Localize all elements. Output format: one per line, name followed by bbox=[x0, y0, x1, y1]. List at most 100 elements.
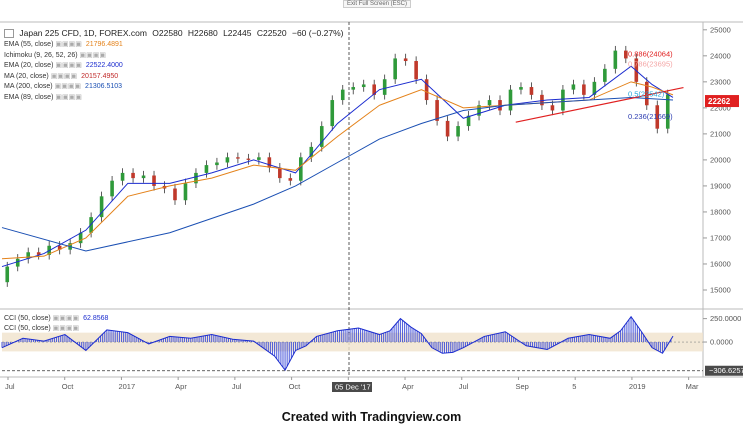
price-candle bbox=[57, 245, 62, 250]
date-tick-label: Mar bbox=[686, 382, 699, 391]
price-candle bbox=[288, 178, 293, 181]
date-tick-label: Sep bbox=[515, 382, 528, 391]
price-candle bbox=[477, 105, 481, 116]
legend-row[interactable]: MA (200, close) ▣▣▣▣ 21306.5103 bbox=[4, 82, 122, 90]
low-value: L22445 bbox=[223, 28, 252, 38]
price-tick-label: 23000 bbox=[710, 77, 731, 86]
date-tick-label: 5 bbox=[572, 382, 576, 391]
price-candle bbox=[487, 100, 492, 106]
price-candle bbox=[120, 172, 125, 181]
legend-label: MA (20, close) bbox=[4, 72, 49, 80]
cci-tag-label: −306.6257 bbox=[709, 366, 743, 375]
legend-value: 22522.4000 bbox=[85, 62, 123, 69]
legend-row[interactable]: MA (20, close) ▣▣▣▣ 20157.4950 bbox=[4, 72, 118, 80]
price-candle bbox=[372, 84, 376, 95]
price-candle bbox=[246, 158, 251, 160]
price-tick-label: 16000 bbox=[710, 259, 731, 268]
price-candle bbox=[309, 146, 314, 158]
legend-row[interactable]: EMA (55, close) ▣▣▣▣ 21796.4891 bbox=[4, 40, 123, 48]
legend-settings-icon[interactable]: ▣▣▣▣ bbox=[53, 62, 82, 69]
price-candle bbox=[26, 252, 31, 259]
price-candle bbox=[603, 68, 607, 82]
legend-label: EMA (55, close) bbox=[4, 41, 54, 48]
legend-row[interactable]: Ichimoku (9, 26, 52, 26) ▣▣▣▣ bbox=[4, 51, 110, 59]
cci-legend-row[interactable]: CCI (50, close) ▣▣▣▣ 62.8568 bbox=[4, 314, 108, 322]
cci-settings-icon[interactable]: ▣▣▣▣ bbox=[50, 315, 80, 322]
legend-settings-icon[interactable]: ▣▣▣▣ bbox=[48, 72, 78, 80]
price-candle bbox=[393, 58, 397, 80]
legend-label: MA (200, close) bbox=[4, 83, 53, 90]
legend-row[interactable]: EMA (89, close) ▣▣▣▣ bbox=[4, 93, 86, 101]
footer-credit: Created with Tradingview.com bbox=[281, 410, 462, 424]
price-candle bbox=[445, 120, 450, 137]
legend-value: 21306.5103 bbox=[85, 83, 123, 90]
price-candle bbox=[424, 79, 429, 101]
price-candle bbox=[236, 157, 240, 159]
legend-settings-icon[interactable]: ▣▣▣▣ bbox=[53, 93, 82, 101]
price-candle bbox=[257, 157, 261, 160]
price-candle bbox=[561, 89, 565, 111]
series-line-ema-20-close- bbox=[1, 65, 674, 268]
cci-legend-label: CCI (50, close) bbox=[4, 325, 51, 332]
legend-label: EMA (20, close) bbox=[4, 62, 54, 69]
price-candle bbox=[571, 84, 576, 90]
price-candle bbox=[351, 87, 356, 90]
price-candle bbox=[110, 180, 114, 197]
price-candle bbox=[403, 58, 408, 62]
fib-level-label: 0.236(21669) bbox=[628, 112, 673, 121]
price-tick-label: 17000 bbox=[710, 233, 731, 242]
price-candle bbox=[194, 172, 198, 184]
price-candle bbox=[204, 165, 209, 173]
price-candle bbox=[519, 87, 523, 90]
open-value: O22580 bbox=[152, 28, 183, 38]
price-candle bbox=[36, 252, 41, 255]
price-candle bbox=[5, 266, 10, 283]
date-tick-label: 2017 bbox=[118, 382, 135, 391]
crosshair-date-tag: 05 Dec '17 bbox=[335, 383, 371, 392]
date-tick-label: Jul bbox=[5, 382, 15, 391]
price-candle bbox=[582, 84, 586, 95]
price-candle bbox=[508, 89, 513, 111]
fib-level-label: 0.886(24064) bbox=[628, 50, 673, 59]
date-tick-label: Apr bbox=[402, 382, 414, 391]
change-value: −60 (−0.27%) bbox=[291, 28, 344, 38]
date-tick-label: Oct bbox=[62, 382, 75, 391]
price-candle bbox=[624, 50, 628, 59]
price-tick-label: 22000 bbox=[710, 103, 731, 112]
legend-settings-icon[interactable]: ▣▣▣▣ bbox=[53, 41, 82, 48]
price-candle bbox=[382, 79, 387, 95]
series-line-ema-55-close- bbox=[1, 81, 674, 260]
cci-tick-label: 250.0000 bbox=[710, 314, 741, 323]
cci-legend-label: CCI (50, close) bbox=[4, 315, 51, 322]
price-tick-label: 24000 bbox=[710, 51, 731, 60]
price-candle bbox=[299, 157, 303, 181]
price-candle bbox=[278, 167, 282, 179]
legend-settings-icon[interactable]: ▣▣▣▣ bbox=[77, 51, 106, 59]
price-tick-label: 20000 bbox=[710, 155, 731, 164]
price-candle bbox=[340, 89, 345, 101]
exit-fullscreen-button[interactable]: Exit Full Screen (ESC) bbox=[343, 0, 412, 8]
price-candle bbox=[361, 84, 366, 88]
price-candle bbox=[225, 157, 230, 163]
price-candle bbox=[665, 94, 670, 129]
date-tick-label: 2019 bbox=[629, 382, 646, 391]
legend-row[interactable]: EMA (20, close) ▣▣▣▣ 22522.4000 bbox=[4, 61, 123, 69]
cci-tag-bg bbox=[705, 365, 743, 376]
price-candle bbox=[15, 258, 20, 267]
cci-tick-label: 0.0000 bbox=[710, 338, 733, 347]
price-tag-label: 22262 bbox=[708, 97, 731, 106]
cci-settings-icon[interactable]: ▣▣▣▣ bbox=[50, 325, 80, 332]
price-candle bbox=[435, 100, 439, 121]
collapse-icon[interactable] bbox=[4, 29, 14, 39]
legend-settings-icon[interactable]: ▣▣▣▣ bbox=[52, 83, 82, 90]
price-candle bbox=[540, 94, 544, 106]
price-candle bbox=[267, 157, 272, 168]
cci-legend-row[interactable]: CCI (50, close) ▣▣▣▣ bbox=[4, 324, 83, 332]
price-candle bbox=[613, 50, 618, 69]
price-candle bbox=[99, 196, 104, 218]
price-candle bbox=[141, 175, 146, 179]
date-tick-label: Jul bbox=[232, 382, 242, 391]
price-candle bbox=[173, 188, 177, 201]
